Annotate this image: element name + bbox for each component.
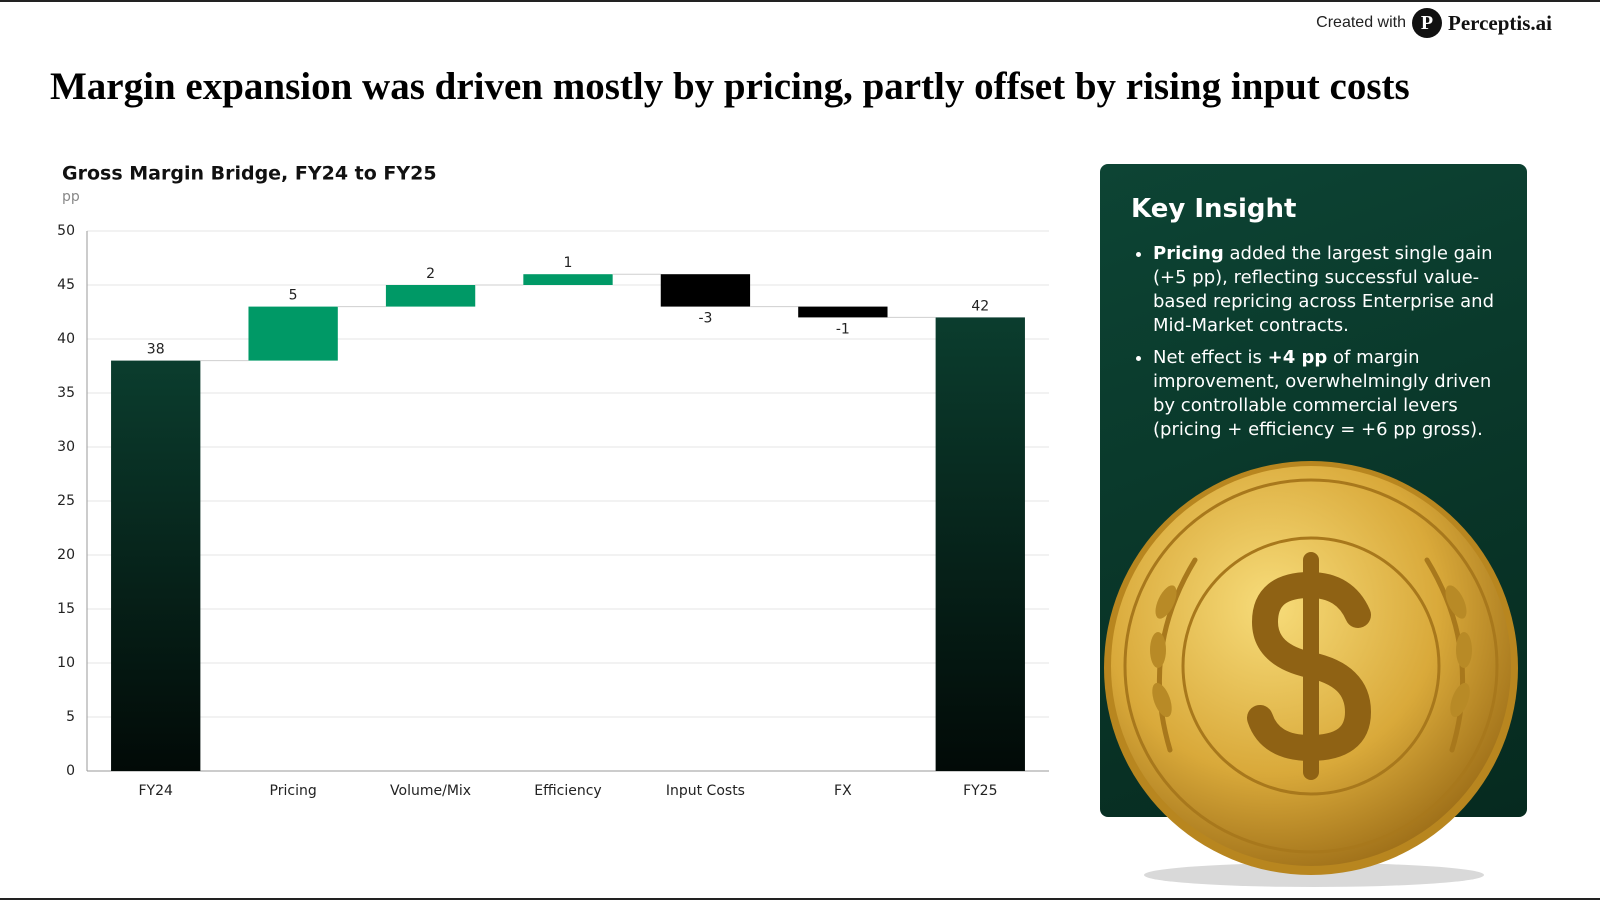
bar (935, 317, 1025, 771)
x-tick-label: FX (834, 783, 852, 799)
bullet-text: of margin improvement, overwhelmingly dr… (1153, 347, 1492, 440)
created-with: Created with (1316, 14, 1406, 31)
logo: P (1412, 8, 1442, 38)
insight-heading: Key Insight (1131, 194, 1297, 224)
bottom-rule (0, 898, 1600, 900)
insight-bullet: Pricing added the largest single gain (+… (1153, 242, 1513, 338)
y-tick-label: 0 (66, 763, 75, 779)
data-label: 42 (971, 298, 989, 314)
bullet-text: +4 pp (1267, 347, 1328, 368)
x-tick-label: Volume/Mix (390, 783, 471, 799)
bullet-text: Net effect is (1153, 347, 1268, 368)
data-label: 1 (564, 255, 573, 271)
slide-title: Margin expansion was driven mostly by pr… (50, 65, 1410, 108)
data-label: -3 (698, 311, 712, 327)
bar (385, 285, 476, 307)
coin-illustration (1104, 461, 1518, 887)
data-label: -1 (836, 321, 850, 337)
y-tick-label: 15 (57, 601, 75, 617)
chart-title: Gross Margin Bridge, FY24 to FY25 (62, 163, 437, 185)
y-tick-label: 25 (57, 493, 75, 509)
branding: Created with P Perceptis.ai (1316, 8, 1552, 38)
y-tick-label: 35 (57, 385, 75, 401)
unit-label: pp (62, 189, 80, 205)
y-tick-label: 50 (57, 223, 75, 239)
x-tick-label: FY24 (139, 783, 174, 799)
bar (248, 306, 338, 361)
y-tick-label: 5 (66, 709, 75, 725)
y-tick-label: 45 (57, 277, 75, 293)
x-tick-label: Efficiency (534, 783, 601, 799)
data-label: 5 (289, 288, 298, 304)
bar (111, 360, 201, 771)
bullet-text: Pricing (1153, 243, 1224, 264)
brand-name: Perceptis.ai (1448, 10, 1552, 35)
bar (798, 306, 888, 318)
chart: Gross Margin Bridge, FY24 to FY25 pp 0 5 1… (57, 163, 1049, 799)
y-tick-label: 30 (57, 439, 75, 455)
bar (523, 274, 613, 285)
bullet-text: added the largest single gain (+5 pp), r… (1153, 243, 1495, 336)
x-tick-label: Pricing (270, 783, 317, 799)
top-rule (0, 0, 1600, 2)
y-tick-label: 40 (57, 331, 75, 347)
x-tick-label: FY25 (963, 783, 997, 799)
bar (660, 274, 751, 307)
insight-bullet: Net effect is +4 pp of margin improvemen… (1153, 346, 1513, 442)
x-tick-label: Input Costs (666, 783, 745, 799)
insight-bullets: Pricing added the largest single gain (+… (1131, 242, 1513, 450)
data-label: 38 (147, 342, 165, 358)
y-tick-label: 20 (57, 547, 75, 563)
y-tick-label: 10 (57, 655, 75, 671)
data-label: 2 (426, 266, 435, 282)
